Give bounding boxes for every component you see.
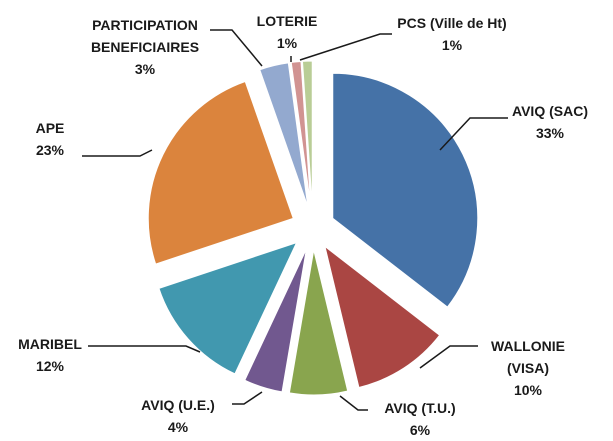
- pie-slice: [332, 72, 479, 308]
- leader-line: [419, 345, 478, 369]
- value-label: 6%: [409, 422, 431, 438]
- value-label: 4%: [167, 419, 189, 435]
- value-label: 1%: [441, 37, 463, 53]
- value-label: 3%: [134, 61, 156, 77]
- slice-label: LOTERIE 1%: [247, 10, 327, 54]
- pie-slice: [324, 245, 441, 389]
- leader-line: [299, 33, 392, 61]
- slice-label: WALLONIE (VISA) 10%: [473, 335, 583, 401]
- category-label: APE: [35, 120, 65, 136]
- value-label: 12%: [35, 358, 65, 374]
- category-label: AVIQ (SAC): [512, 103, 588, 119]
- category-label: AVIQ (U.E.): [141, 397, 215, 413]
- slice-label: AVIQ (T.U.) 6%: [365, 397, 475, 441]
- slice-label: MARIBEL 12%: [0, 333, 100, 377]
- slice-label: AVIQ (SAC) 33%: [490, 100, 610, 144]
- pie-slice: [259, 62, 309, 207]
- value-label: 10%: [513, 382, 543, 398]
- leader-line: [439, 117, 508, 151]
- leader-line: [339, 395, 368, 411]
- leader-line: [232, 391, 263, 405]
- pie-slice: [147, 80, 294, 265]
- leader-line: [210, 29, 263, 67]
- value-label: 33%: [535, 125, 565, 141]
- value-label: 1%: [276, 35, 298, 51]
- value-label: 23%: [35, 142, 65, 158]
- leader-line: [82, 149, 153, 157]
- pie-slice: [244, 248, 307, 393]
- category-label: PCS (Ville de Ht): [397, 15, 507, 31]
- slice-label: PCS (Ville de Ht) 1%: [390, 12, 515, 56]
- slice-label: APE 23%: [10, 117, 90, 161]
- pie-slice: [288, 249, 349, 396]
- category-label: WALLONIE (VISA): [491, 338, 565, 376]
- category-label: LOTERIE: [256, 13, 318, 29]
- category-label: AVIQ (T.U.): [384, 400, 456, 416]
- slice-label: AVIQ (U.E.) 4%: [123, 394, 233, 438]
- pie-slice: [301, 60, 313, 207]
- category-label: MARIBEL: [18, 336, 82, 352]
- category-label: PARTICIPATION BENEFICIAIRES: [90, 17, 200, 55]
- pie-slice: [290, 60, 312, 207]
- leader-line: [88, 345, 201, 353]
- pie-slice: [158, 241, 298, 375]
- slice-label: PARTICIPATION BENEFICIAIRES 3%: [58, 14, 233, 80]
